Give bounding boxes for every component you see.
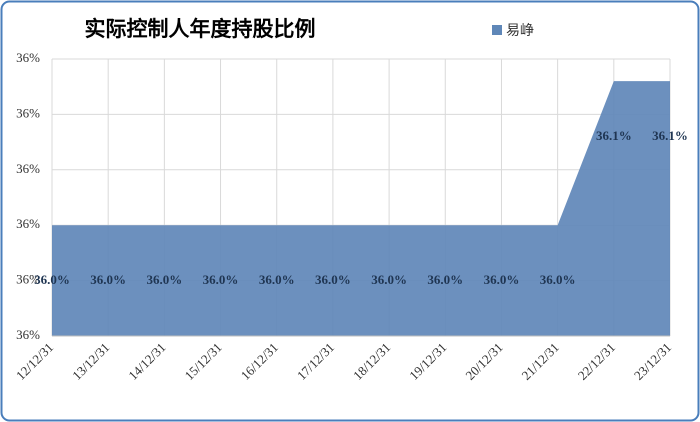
data-label: 36.1% <box>652 128 688 143</box>
data-label: 36.0% <box>371 272 407 287</box>
data-label: 36.0% <box>259 272 295 287</box>
legend-label: 易峥 <box>506 23 534 39</box>
y-tick-label: 36% <box>16 50 40 65</box>
chart-title: 实际控制人年度持股比例 <box>85 17 316 41</box>
area <box>52 81 670 336</box>
data-label: 36.1% <box>596 128 632 143</box>
data-label: 36.0% <box>203 272 239 287</box>
legend-swatch <box>492 25 502 35</box>
data-label: 36.0% <box>540 272 576 287</box>
y-tick-label: 36% <box>16 105 40 120</box>
y-tick-label: 36% <box>16 327 40 342</box>
data-label: 36.0% <box>315 272 351 287</box>
y-tick-label: 36% <box>16 216 40 231</box>
data-label: 36.0% <box>484 272 520 287</box>
y-tick-label: 36% <box>16 272 40 287</box>
data-label: 36.0% <box>90 272 126 287</box>
data-label: 36.0% <box>34 272 70 287</box>
y-tick-label: 36% <box>16 161 40 176</box>
data-label: 36.0% <box>427 272 463 287</box>
data-label: 36.0% <box>146 272 182 287</box>
